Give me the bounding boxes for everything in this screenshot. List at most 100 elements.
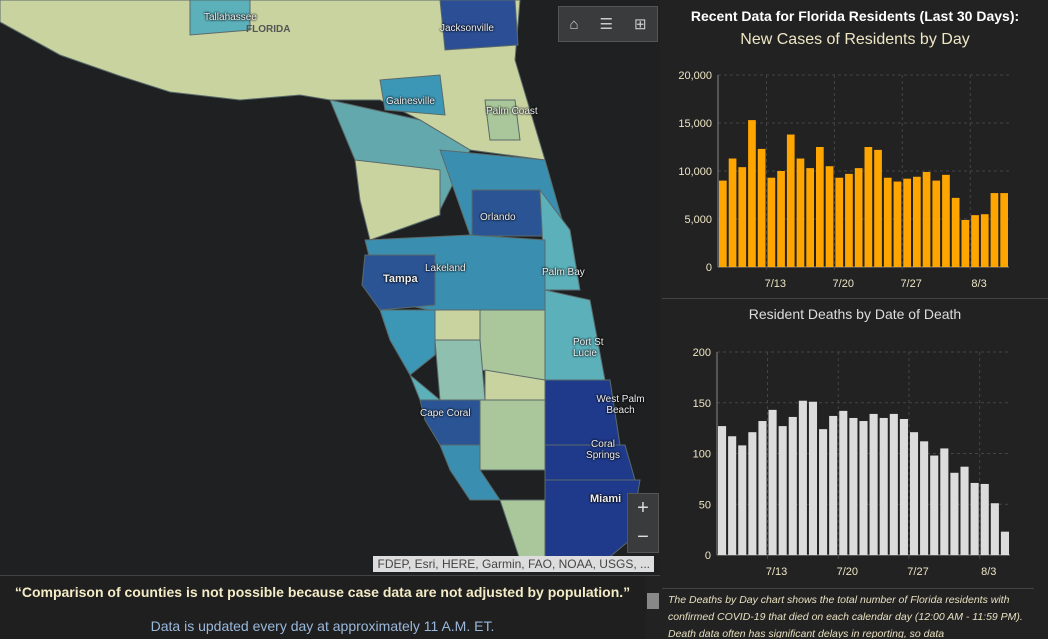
bar bbox=[829, 415, 838, 555]
bar bbox=[874, 149, 882, 267]
bar bbox=[950, 472, 959, 555]
cases-chart: 0 5,000 10,000 15,000 20,000 7/13 7/20 7/27 8/3 bbox=[678, 70, 1009, 290]
bar bbox=[738, 167, 747, 267]
bar bbox=[990, 193, 999, 267]
bar bbox=[1000, 531, 1009, 555]
florida-county-map[interactable]: Tallahassee FLORIDA Jacksonville Gainesv… bbox=[0, 0, 660, 575]
bar bbox=[961, 219, 970, 267]
home-icon[interactable]: ⌂ bbox=[569, 15, 579, 33]
update-note: Data is updated every day at approximate… bbox=[150, 618, 495, 634]
city-label: Palm Coast bbox=[486, 106, 538, 117]
bar bbox=[825, 166, 834, 267]
x-tick-label: 7/20 bbox=[833, 278, 854, 290]
bar bbox=[942, 174, 950, 267]
city-label: Tampa bbox=[383, 273, 418, 285]
legend-list-icon[interactable]: ☰ bbox=[599, 16, 613, 33]
y-tick-label: 50 bbox=[699, 499, 711, 511]
x-tick-label: 7/27 bbox=[907, 566, 928, 578]
city-label: Cape Coral bbox=[420, 408, 471, 419]
bar bbox=[920, 441, 929, 555]
y-tick-label: 10,000 bbox=[678, 166, 712, 178]
bar bbox=[940, 448, 949, 555]
bar bbox=[854, 168, 863, 267]
zoom-out-button[interactable]: − bbox=[637, 526, 649, 548]
bar bbox=[767, 177, 776, 267]
note-scrollbar[interactable] bbox=[646, 576, 660, 639]
bar bbox=[777, 171, 785, 267]
x-tick-label: 7/27 bbox=[900, 278, 921, 290]
bar bbox=[728, 158, 737, 267]
bar bbox=[728, 436, 737, 555]
x-tick-label: 8/3 bbox=[971, 278, 986, 290]
bar bbox=[899, 418, 908, 555]
bar bbox=[806, 168, 814, 267]
bar bbox=[903, 178, 911, 267]
city-label: Palm Bay bbox=[542, 267, 585, 278]
bar bbox=[738, 445, 747, 555]
bar bbox=[980, 483, 989, 555]
deaths-chart-title: Resident Deaths by Date of Death bbox=[748, 306, 962, 322]
bar bbox=[816, 147, 824, 267]
city-label: Miami bbox=[590, 493, 622, 505]
bar bbox=[796, 158, 805, 267]
bar bbox=[839, 410, 848, 555]
y-tick-label: 15,000 bbox=[678, 118, 712, 130]
y-tick-label: 5,000 bbox=[684, 214, 712, 226]
bar bbox=[980, 214, 989, 267]
y-tick-label: 0 bbox=[705, 550, 711, 562]
map-attribution: FDEP, Esri, HERE, Garmin, FAO, NOAA, USG… bbox=[373, 556, 654, 572]
y-tick-label: 150 bbox=[693, 398, 711, 410]
bar bbox=[786, 134, 795, 267]
y-tick-label: 20,000 bbox=[678, 70, 712, 82]
x-tick-label: 8/3 bbox=[981, 566, 996, 578]
bar bbox=[864, 147, 873, 267]
zoom-control: + − bbox=[627, 493, 659, 553]
bar bbox=[883, 177, 892, 267]
population-disclaimer: “Comparison of counties is not possible … bbox=[14, 584, 631, 600]
bar bbox=[922, 171, 931, 267]
bar bbox=[849, 417, 858, 555]
bar bbox=[1000, 193, 1008, 267]
bar bbox=[893, 181, 902, 267]
x-tick-label: 7/20 bbox=[837, 566, 858, 578]
y-tick-label: 200 bbox=[693, 347, 711, 359]
bar bbox=[960, 466, 969, 555]
bar bbox=[748, 432, 757, 555]
panel-heading: Recent Data for Florida Residents (Last … bbox=[690, 8, 1020, 24]
bar bbox=[879, 417, 888, 555]
city-label: West Palm Beach bbox=[596, 394, 645, 416]
bar bbox=[778, 426, 787, 555]
bar bbox=[970, 482, 979, 555]
city-label: Port St Lucie bbox=[573, 337, 604, 359]
deaths-description: The Deaths by Day chart shows the total … bbox=[662, 588, 1034, 638]
bar bbox=[859, 421, 868, 555]
city-label: Orlando bbox=[480, 212, 516, 223]
bar bbox=[748, 120, 756, 267]
basemap-gallery-icon[interactable]: ⊞ bbox=[633, 16, 647, 33]
bar bbox=[758, 421, 767, 555]
map-toolbar: ⌂ ☰ ⊞ bbox=[558, 6, 658, 42]
bar bbox=[757, 148, 766, 267]
city-label: Tallahassee bbox=[204, 12, 257, 23]
deaths-chart: 0 50 100 150 200 7/13 7/20 7/27 8/3 bbox=[693, 347, 1010, 578]
bar bbox=[835, 177, 844, 267]
bar bbox=[932, 180, 941, 267]
bar bbox=[798, 400, 807, 555]
bar bbox=[845, 173, 853, 267]
bar bbox=[971, 215, 979, 267]
y-tick-label: 0 bbox=[706, 262, 712, 274]
zoom-in-button[interactable]: + bbox=[637, 497, 649, 519]
bar bbox=[909, 432, 919, 555]
county-choropleth bbox=[0, 0, 641, 566]
bar bbox=[869, 413, 878, 555]
city-label: Coral Springs bbox=[586, 439, 620, 461]
bar bbox=[951, 197, 960, 267]
x-tick-label: 7/13 bbox=[766, 566, 787, 578]
cases-chart-title: New Cases of Residents by Day bbox=[740, 31, 970, 48]
bar bbox=[930, 455, 939, 555]
bar bbox=[819, 429, 828, 555]
note-panel: “Comparison of counties is not possible … bbox=[0, 575, 660, 639]
city-label: Lakeland bbox=[425, 263, 466, 274]
bar bbox=[889, 413, 898, 555]
bar bbox=[768, 409, 777, 555]
